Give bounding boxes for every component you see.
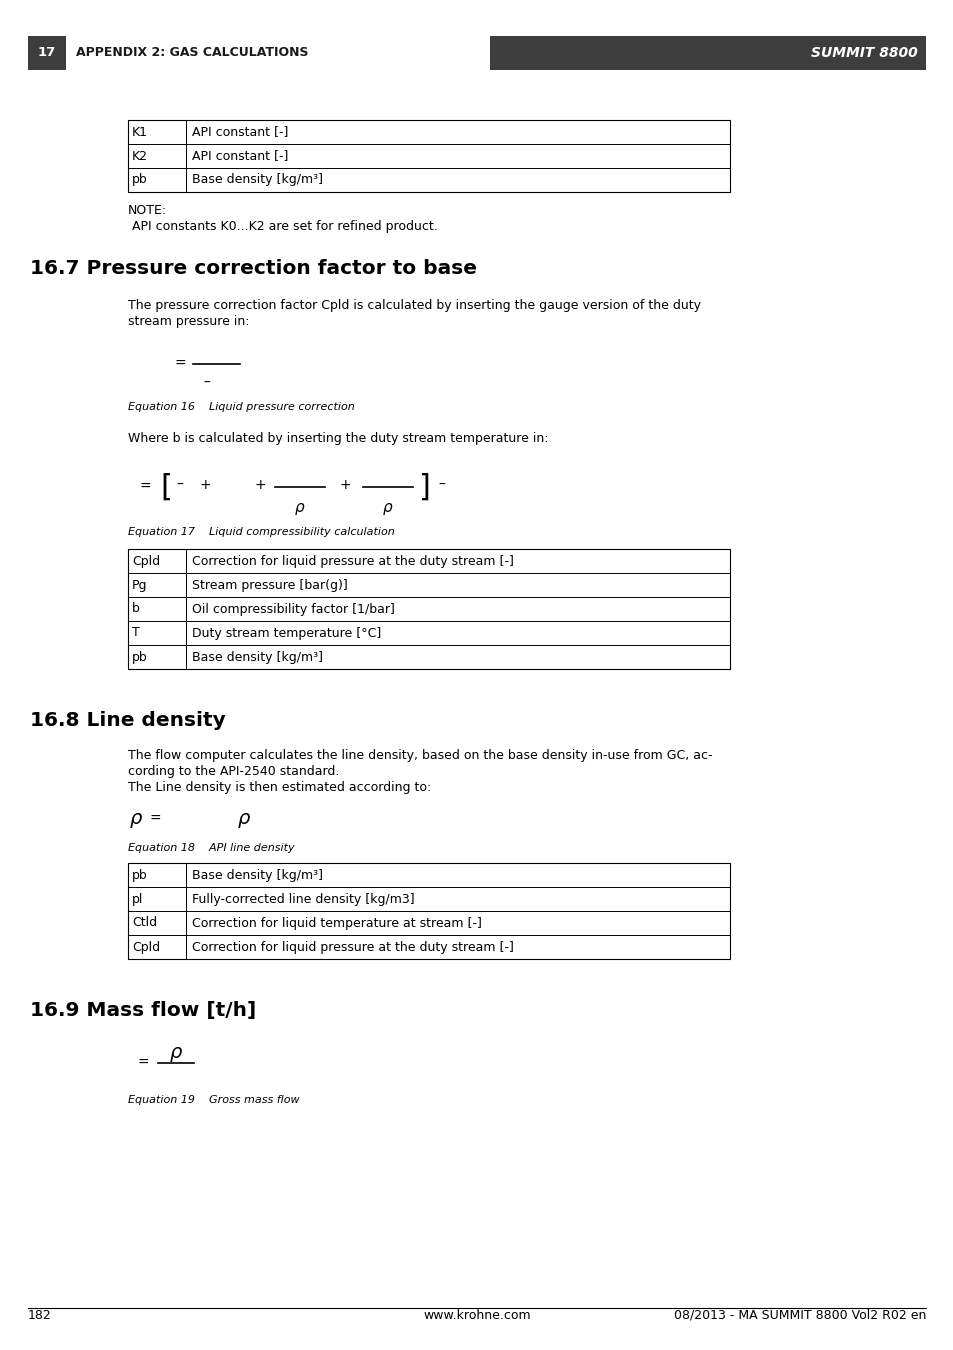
Text: API constant [-]: API constant [-] bbox=[192, 126, 288, 139]
Text: 17: 17 bbox=[38, 46, 56, 59]
Text: K2: K2 bbox=[132, 150, 148, 162]
Text: Duty stream temperature [°C]: Duty stream temperature [°C] bbox=[192, 626, 381, 640]
Text: =: = bbox=[140, 481, 152, 494]
Text: SUMMIT 8800: SUMMIT 8800 bbox=[810, 46, 917, 59]
Bar bbox=[128, 549, 729, 670]
Text: NOTE:: NOTE: bbox=[128, 204, 167, 217]
Text: pb: pb bbox=[132, 651, 148, 663]
Text: Equation 18    API line density: Equation 18 API line density bbox=[128, 842, 294, 853]
Text: ρ: ρ bbox=[237, 810, 250, 829]
Text: Correction for liquid temperature at stream [-]: Correction for liquid temperature at str… bbox=[192, 917, 481, 930]
Text: T: T bbox=[132, 626, 139, 640]
Text: stream pressure in:: stream pressure in: bbox=[128, 315, 250, 328]
Text: 16.9 Mass flow [t/h]: 16.9 Mass flow [t/h] bbox=[30, 1000, 256, 1021]
Text: ρ: ρ bbox=[383, 500, 393, 514]
Text: Ctld: Ctld bbox=[132, 917, 157, 930]
Text: pl: pl bbox=[132, 892, 143, 906]
Text: Where b is calculated by inserting the duty stream temperature in:: Where b is calculated by inserting the d… bbox=[128, 432, 548, 446]
Text: Correction for liquid pressure at the duty stream [-]: Correction for liquid pressure at the du… bbox=[192, 555, 514, 567]
Text: Equation 17    Liquid compressibility calculation: Equation 17 Liquid compressibility calcu… bbox=[128, 526, 395, 537]
Text: cording to the API-2540 standard.: cording to the API-2540 standard. bbox=[128, 765, 339, 778]
Text: 08/2013 - MA SUMMIT 8800 Vol2 R02 en: 08/2013 - MA SUMMIT 8800 Vol2 R02 en bbox=[673, 1310, 925, 1322]
Text: The Line density is then estimated according to:: The Line density is then estimated accor… bbox=[128, 782, 431, 794]
Text: [: [ bbox=[160, 472, 172, 501]
Text: ρ: ρ bbox=[170, 1044, 182, 1062]
Text: Correction for liquid pressure at the duty stream [-]: Correction for liquid pressure at the du… bbox=[192, 941, 514, 953]
Text: –: – bbox=[437, 478, 444, 491]
Text: Equation 19    Gross mass flow: Equation 19 Gross mass flow bbox=[128, 1095, 299, 1106]
Text: =: = bbox=[174, 356, 187, 371]
Text: Oil compressibility factor [1/bar]: Oil compressibility factor [1/bar] bbox=[192, 602, 395, 616]
Text: Fully-corrected line density [kg/m3]: Fully-corrected line density [kg/m3] bbox=[192, 892, 415, 906]
Text: API constants K0...K2 are set for refined product.: API constants K0...K2 are set for refine… bbox=[128, 220, 437, 234]
Text: APPENDIX 2: GAS CALCULATIONS: APPENDIX 2: GAS CALCULATIONS bbox=[76, 46, 308, 59]
Text: ρ: ρ bbox=[294, 500, 305, 514]
Text: Base density [kg/m³]: Base density [kg/m³] bbox=[192, 651, 323, 663]
Text: Base density [kg/m³]: Base density [kg/m³] bbox=[192, 174, 323, 186]
Text: Stream pressure [bar(g)]: Stream pressure [bar(g)] bbox=[192, 579, 348, 591]
Text: Base density [kg/m³]: Base density [kg/m³] bbox=[192, 868, 323, 882]
Text: –: – bbox=[203, 377, 210, 390]
Text: ]: ] bbox=[417, 472, 430, 501]
Text: Pg: Pg bbox=[132, 579, 148, 591]
Text: 16.7 Pressure correction factor to base: 16.7 Pressure correction factor to base bbox=[30, 259, 476, 278]
Text: pb: pb bbox=[132, 174, 148, 186]
Text: The pressure correction factor Cpld is calculated by inserting the gauge version: The pressure correction factor Cpld is c… bbox=[128, 298, 700, 312]
Text: K1: K1 bbox=[132, 126, 148, 139]
Text: b: b bbox=[132, 602, 140, 616]
Text: The flow computer calculates the line density, based on the base density in-use : The flow computer calculates the line de… bbox=[128, 749, 712, 761]
Bar bbox=[128, 863, 729, 958]
Bar bbox=[28, 36, 66, 70]
Text: Cpld: Cpld bbox=[132, 555, 160, 567]
Text: pb: pb bbox=[132, 868, 148, 882]
Bar bbox=[128, 120, 729, 192]
Text: 16.8 Line density: 16.8 Line density bbox=[30, 711, 226, 730]
Text: Equation 16    Liquid pressure correction: Equation 16 Liquid pressure correction bbox=[128, 402, 355, 412]
Text: =: = bbox=[150, 811, 161, 826]
Text: 182: 182 bbox=[28, 1310, 51, 1322]
Text: +: + bbox=[200, 478, 212, 491]
Text: Cpld: Cpld bbox=[132, 941, 160, 953]
Text: +: + bbox=[254, 478, 266, 491]
Text: www.krohne.com: www.krohne.com bbox=[423, 1310, 530, 1322]
Text: API constant [-]: API constant [-] bbox=[192, 150, 288, 162]
Text: +: + bbox=[339, 478, 352, 491]
Text: ρ: ρ bbox=[130, 810, 142, 829]
Text: –: – bbox=[175, 478, 183, 491]
Bar bbox=[490, 36, 925, 70]
Text: =: = bbox=[138, 1056, 150, 1071]
